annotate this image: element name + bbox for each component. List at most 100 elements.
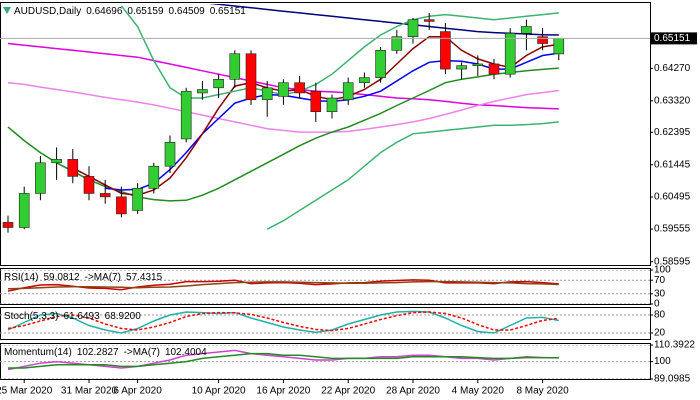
candle-body [213,79,224,89]
current-price-box [651,32,697,45]
y-tick-label: 80 [654,310,666,321]
candle-body [229,53,241,80]
candle-body [521,26,532,34]
panel [0,4,650,233]
y-tick-label: 0.64270 [654,63,691,74]
y-tick-label: 0.63320 [654,95,691,106]
y-tick-label: 0.60495 [654,192,691,203]
candle-body [504,33,516,75]
header-text: 0.65159 [127,6,164,17]
candle-body [245,53,257,101]
candle-body [18,193,30,228]
y-tick-label: 0.61445 [654,159,691,170]
x-tick-label: 25 Mar 2020 [0,386,53,397]
candle-body [375,50,386,78]
series-line [266,121,559,230]
series-line [208,4,559,36]
current-price-label: 0.65151 [654,33,691,44]
y-tick-label: 110.3922 [654,340,695,351]
candle-body [116,196,127,215]
y-tick-label: 0.62395 [654,127,691,138]
header-text: 0.65151 [210,6,247,17]
series-line [7,67,559,202]
candle-body [310,90,322,112]
x-tick-label: 28 Apr 2020 [386,386,440,397]
y-tick-label: 30 [654,288,666,299]
header-text: Momentum(14) [4,347,72,358]
candle-body [391,36,403,51]
candle-body [553,38,565,55]
panel [0,345,650,379]
header-text: 57.4315 [126,272,163,283]
panel-header: Stoch(5,3,3) 61.6493 68.9200 [4,311,141,322]
candle-body [180,90,192,140]
candle-body [132,188,143,211]
x-tick-label: 6 Apr 2020 [113,386,162,397]
header-text: 102.2827 [77,347,119,358]
header-text: 0.64696 [86,6,123,17]
candle-body [164,142,176,167]
panel-frame [0,307,651,340]
candle-body [83,176,95,194]
x-tick-label: 16 Apr 2020 [256,386,310,397]
y-tick-label: 89.0985 [654,374,691,385]
x-tick-label: 4 May 2020 [452,386,505,397]
candle-body [294,82,305,94]
header-icon [3,7,11,14]
candle-body [35,162,46,194]
candle-body [342,82,354,101]
candle-body [472,63,484,66]
header-text: 59.0812 [43,272,80,283]
candle-body [326,97,338,112]
candle-body [148,165,160,189]
series-line [8,352,559,369]
y-tick-label: 100 [654,356,671,367]
header-text: 0.64509 [169,6,206,17]
candle-body [407,19,419,38]
x-tick-label: 10 Apr 2020 [192,386,246,397]
header-text: ->MA(7) [85,272,121,283]
y-tick-label: 0.59555 [654,224,691,235]
series-line [7,81,559,133]
y-tick-label: 0.58595 [654,256,691,267]
panel-frame [0,2,651,266]
x-tick-label: 31 Mar 2020 [61,386,118,397]
x-tick-label: 22 Apr 2020 [321,386,375,397]
panel [0,270,650,304]
candle-body [537,36,548,44]
candle-body [423,19,435,22]
panel [0,310,650,334]
series-line [7,280,559,290]
candle-body [99,193,111,198]
header-text: 102.4004 [165,347,207,358]
y-tick-label: 20 [654,328,666,339]
candle-body [440,31,451,70]
candle-body [456,65,467,70]
candle-body [261,87,273,101]
series-line [7,349,559,371]
y-tick-label: 0 [654,299,660,310]
header-text: AUDUSD,Daily [14,6,81,17]
x-tick-label: 8 May 2020 [516,386,569,397]
header-text: 68.9200 [105,311,142,322]
header-text: 61.6493 [63,311,100,322]
header-text: ->MA(7) [124,347,160,358]
candle-body [2,222,14,228]
series-line [120,5,559,99]
panel-header: Momentum(14) 102.2827 ->MA(7) 102.4004 [4,347,207,358]
candle-body [51,159,62,164]
y-tick-label: 70 [654,275,666,286]
panel-header: RSI(14) 59.0812 ->MA(7) 57.4315 [4,272,163,283]
candle-body [67,159,79,177]
candle-body [278,82,289,97]
header-text: Stoch(5,3,3) [4,311,58,322]
panel-header: AUDUSD,Daily 0.64696 0.65159 0.64509 0.65151 [14,6,246,17]
y-tick-label: 100 [654,265,671,276]
candle-body [197,89,208,94]
header-text: RSI(14) [4,272,38,283]
candle-body [488,63,500,75]
series-line [7,311,559,332]
panel-frame [0,268,651,305]
